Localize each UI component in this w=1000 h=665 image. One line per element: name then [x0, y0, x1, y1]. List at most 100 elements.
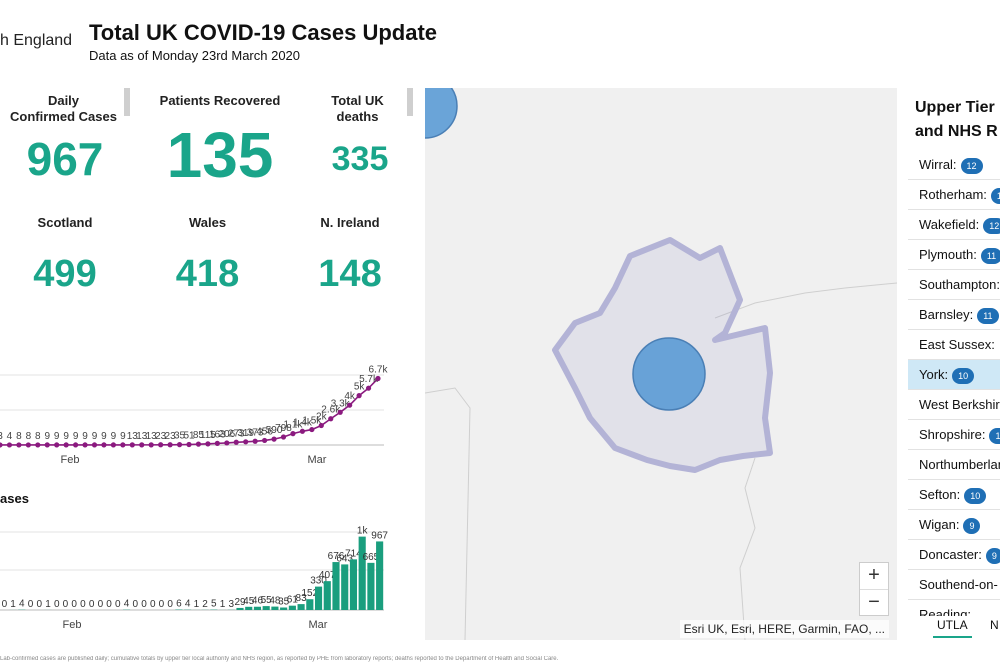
data-label: 9 — [92, 431, 98, 442]
case-count-badge: 1 — [989, 427, 1000, 444]
data-label: 4k — [344, 391, 356, 402]
bar — [358, 536, 366, 610]
data-point — [186, 441, 192, 448]
data-label: 3.3k — [331, 398, 351, 409]
list-item[interactable]: Wakefield: 12 — [908, 210, 1000, 240]
bar — [314, 586, 323, 610]
bar — [332, 562, 340, 610]
daily-cases-bar-chart: 0 1 4 0 0 1 0 0 0 0 0 0 0 0 4 0 0 0 0 0 6 4 1 2 5 1 3 2945465548356… — [0, 526, 388, 631]
list-item[interactable]: York: 10 — [908, 360, 1000, 390]
list-title-line-2: and NHS R — [915, 123, 998, 140]
data-point — [337, 409, 343, 415]
data-point — [110, 442, 116, 448]
data-point — [35, 442, 41, 448]
data-point — [375, 375, 381, 382]
list-title-line-1: Upper Tier — [915, 99, 995, 116]
zoom-in-button[interactable]: + — [860, 563, 888, 590]
list-item[interactable]: Plymouth: 11 — [908, 240, 1000, 270]
data-point — [44, 442, 50, 448]
daily-cases-scrollbar[interactable] — [124, 88, 130, 116]
bar-label: 0 — [2, 599, 8, 610]
bar-label: 1 — [194, 599, 200, 610]
list-item[interactable]: Rotherham:11 — [908, 180, 1000, 210]
data-label: 1.4k — [293, 417, 313, 428]
data-label: 13 — [146, 431, 158, 442]
bar-label: 1 — [220, 599, 226, 610]
bar-label: 61 — [287, 595, 299, 606]
bar-label: 0 — [80, 599, 86, 610]
list-item[interactable]: Northumberland — [908, 450, 1000, 480]
bar-label: 0 — [71, 599, 77, 610]
daily-cases-label-line-1: Daily — [47, 93, 80, 108]
data-label: 9 — [101, 431, 107, 442]
map-canvas[interactable] — [425, 88, 897, 640]
page-subtitle: Data as of Monday 23rd March 2020 — [89, 48, 301, 63]
data-point — [299, 428, 305, 434]
list-item[interactable]: Sefton: 10 — [908, 480, 1000, 510]
map-attribution[interactable]: Esri UK, Esri, HERE, Garmin, FAO, ... — [679, 620, 889, 638]
map-panel[interactable]: + − Esri UK, Esri, HERE, Garmin, FAO, ..… — [425, 88, 897, 640]
list-item[interactable]: Doncaster: 9 — [908, 540, 1000, 570]
data-point — [365, 385, 372, 391]
data-point — [318, 422, 324, 429]
data-point — [148, 442, 154, 448]
data-label: 2k — [316, 412, 328, 423]
data-label: 5k — [354, 382, 366, 393]
data-label: 13 — [127, 431, 139, 442]
bar-label: 1k — [357, 526, 369, 537]
bar-label: 152 — [301, 588, 318, 599]
bar-label: 0 — [89, 599, 95, 610]
case-count-badge: 9 — [985, 547, 1000, 564]
data-point — [214, 440, 220, 446]
tab-utla[interactable]: UTLA — [933, 618, 972, 638]
bar-label: 643 — [336, 553, 353, 564]
data-point — [280, 434, 287, 440]
ni-value: 148 — [318, 253, 382, 295]
list-item[interactable]: Shropshire: 1 — [908, 420, 1000, 450]
zoom-out-button[interactable]: − — [868, 591, 880, 613]
data-label: 163 — [209, 429, 226, 440]
list-item-name: Wakefield: — [919, 217, 980, 232]
data-point — [101, 442, 107, 448]
list-item[interactable]: Southampton: — [908, 270, 1000, 300]
list-item[interactable]: Wigan: 9 — [908, 510, 1000, 540]
bar-label: 4 — [124, 599, 130, 610]
daily-cases-label: Daily Confirmed Cases — [0, 93, 127, 125]
list-item-name: Wigan: — [919, 517, 960, 532]
data-label: 9 — [120, 431, 126, 442]
data-point — [233, 439, 239, 445]
bar-label: 0 — [132, 599, 138, 610]
list-title: Upper Tier and NHS R — [915, 96, 998, 144]
list-item[interactable]: Wirral: 12 — [908, 150, 1000, 180]
bar — [376, 541, 384, 610]
list-item-name: York: — [919, 367, 949, 382]
daily-cases-value: 967 — [26, 133, 104, 185]
bar-label: 6 — [176, 599, 182, 610]
list-item[interactable]: Southend-on- — [908, 570, 1000, 600]
case-marker[interactable] — [425, 88, 458, 139]
bar-label: 0 — [28, 599, 34, 610]
list-item-name: Plymouth: — [919, 247, 977, 262]
tab-nhs-region[interactable]: N — [990, 618, 999, 632]
york-case-marker[interactable] — [632, 337, 706, 411]
case-count-badge: 11 — [977, 307, 999, 324]
x-tick-label: Feb — [61, 454, 80, 466]
deaths-scrollbar[interactable] — [407, 88, 413, 116]
scotland-value: 499 — [33, 253, 97, 295]
bar-label: 967 — [371, 530, 388, 541]
data-label: 6.7k — [369, 365, 389, 376]
data-point — [167, 442, 173, 448]
bar-label: 5 — [211, 599, 217, 610]
list-item[interactable]: Barnsley: 11 — [908, 300, 1000, 330]
list-item[interactable]: West Berkshire — [908, 390, 1000, 420]
data-point — [91, 442, 98, 448]
data-label: 319 — [237, 428, 254, 439]
list-item[interactable]: East Sussex: — [908, 330, 1000, 360]
data-label: 85 — [193, 430, 205, 441]
bar-label: 4 — [185, 599, 191, 610]
data-label: 8 — [35, 431, 41, 442]
bar-label: 55 — [261, 595, 273, 606]
bar-label: 0 — [115, 599, 121, 610]
bar-label: 0 — [167, 599, 173, 610]
data-label: 8 — [16, 431, 22, 442]
